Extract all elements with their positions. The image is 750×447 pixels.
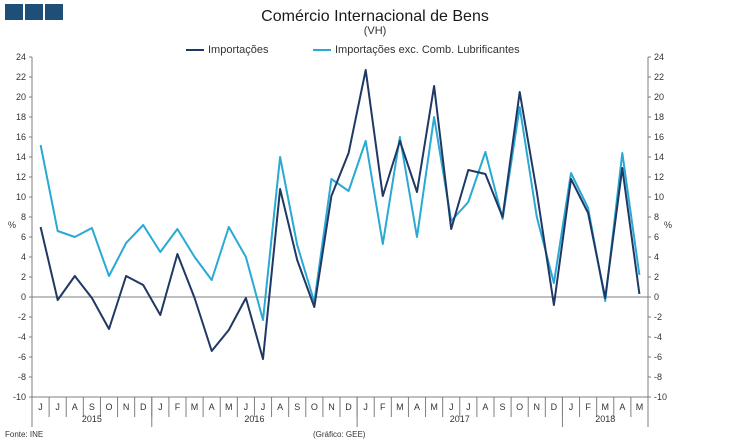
x-month-label: N: [328, 402, 335, 412]
y-tick-label-right: 2: [654, 272, 659, 282]
x-month-label: M: [601, 402, 609, 412]
y-tick-label-left: -8: [18, 372, 26, 382]
y-tick-label-left: 10: [16, 192, 26, 202]
y-tick-label-left: 22: [16, 72, 26, 82]
y-tick-label-left: -2: [18, 312, 26, 322]
y-tick-label-right: -4: [654, 332, 662, 342]
legend-label-importacoes: Importações: [208, 44, 269, 56]
x-month-label: F: [380, 402, 386, 412]
y-tick-label-right: 12: [654, 172, 664, 182]
x-month-label: A: [482, 402, 488, 412]
legend-item-importacoes-exc: Importações exc. Comb. Lubrificantes: [313, 44, 520, 56]
x-month-label: J: [569, 402, 574, 412]
legend-label-importacoes-exc: Importações exc. Comb. Lubrificantes: [335, 44, 520, 56]
y-tick-label-left: -4: [18, 332, 26, 342]
x-month-label: M: [636, 402, 644, 412]
y-tick-label-left: 6: [21, 232, 26, 242]
y-tick-label-left: 20: [16, 92, 26, 102]
x-month-label: S: [294, 402, 300, 412]
y-tick-label-left: 14: [16, 152, 26, 162]
x-month-label: J: [38, 402, 43, 412]
x-month-label: O: [516, 402, 523, 412]
credit-note: (Gráfico: GEE): [313, 430, 366, 439]
x-year-label: 2016: [244, 414, 264, 424]
y-tick-label-right: 24: [654, 52, 664, 62]
y-tick-label-right: -6: [654, 352, 662, 362]
x-month-label: A: [277, 402, 283, 412]
y-tick-label-right: -8: [654, 372, 662, 382]
y-tick-label-left: 8: [21, 212, 26, 222]
x-month-label: F: [585, 402, 591, 412]
x-month-label: A: [209, 402, 215, 412]
y-axis-label-right: %: [664, 220, 672, 230]
y-tick-label-left: 0: [21, 292, 26, 302]
x-month-label: D: [551, 402, 558, 412]
logo-block-2: [25, 4, 43, 20]
legend-item-importacoes: Importações: [186, 44, 269, 56]
x-month-label: A: [72, 402, 78, 412]
x-month-label: O: [105, 402, 112, 412]
x-month-label: S: [89, 402, 95, 412]
x-month-label: A: [414, 402, 420, 412]
x-month-label: F: [175, 402, 181, 412]
x-month-label: M: [191, 402, 199, 412]
x-month-label: O: [311, 402, 318, 412]
y-axis-label-left: %: [8, 220, 16, 230]
y-tick-label-right: -2: [654, 312, 662, 322]
x-month-label: J: [466, 402, 471, 412]
y-tick-label-left: 18: [16, 112, 26, 122]
y-tick-label-left: 16: [16, 132, 26, 142]
y-tick-label-right: 6: [654, 232, 659, 242]
x-month-label: J: [363, 402, 368, 412]
x-year-label: 2018: [595, 414, 615, 424]
legend-swatch-importacoes: [186, 49, 204, 51]
y-tick-label-right: -10: [654, 392, 667, 402]
source-note: Fonte: INE: [5, 430, 44, 439]
y-tick-label-right: 0: [654, 292, 659, 302]
y-tick-label-left: 2: [21, 272, 26, 282]
y-tick-label-right: 10: [654, 192, 664, 202]
x-month-label: J: [55, 402, 60, 412]
y-tick-label-right: 14: [654, 152, 664, 162]
chart-title: Comércio Internacional de Bens: [261, 8, 489, 25]
y-tick-label-right: 16: [654, 132, 664, 142]
y-tick-label-right: 4: [654, 252, 659, 262]
y-tick-label-left: -10: [13, 392, 26, 402]
x-month-label: N: [123, 402, 130, 412]
y-tick-label-right: 22: [654, 72, 664, 82]
x-month-label: M: [430, 402, 438, 412]
series-line-importacoes-exc: [39, 106, 641, 321]
x-month-label: J: [244, 402, 249, 412]
y-tick-label-right: 8: [654, 212, 659, 222]
x-month-label: M: [396, 402, 404, 412]
legend-swatch-importacoes-exc: [313, 49, 331, 51]
x-month-label: J: [261, 402, 266, 412]
chart-subtitle: (VH): [363, 25, 387, 37]
x-year-label: 2015: [82, 414, 102, 424]
x-month-label: N: [534, 402, 541, 412]
x-month-label: J: [449, 402, 454, 412]
x-year-label: 2017: [450, 414, 470, 424]
x-month-label: D: [345, 402, 352, 412]
y-tick-label-left: -6: [18, 352, 26, 362]
y-tick-label-right: 18: [654, 112, 664, 122]
y-tick-label-left: 12: [16, 172, 26, 182]
x-month-label: S: [500, 402, 506, 412]
y-tick-label-left: 24: [16, 52, 26, 62]
x-month-label: M: [225, 402, 233, 412]
logo-block-1: [5, 4, 23, 20]
x-month-label: D: [140, 402, 147, 412]
y-tick-label-right: 20: [654, 92, 664, 102]
logo-block-3: [45, 4, 63, 20]
x-month-label: A: [619, 402, 625, 412]
y-tick-label-left: 4: [21, 252, 26, 262]
x-month-label: J: [158, 402, 163, 412]
series-line-importacoes: [39, 69, 641, 360]
